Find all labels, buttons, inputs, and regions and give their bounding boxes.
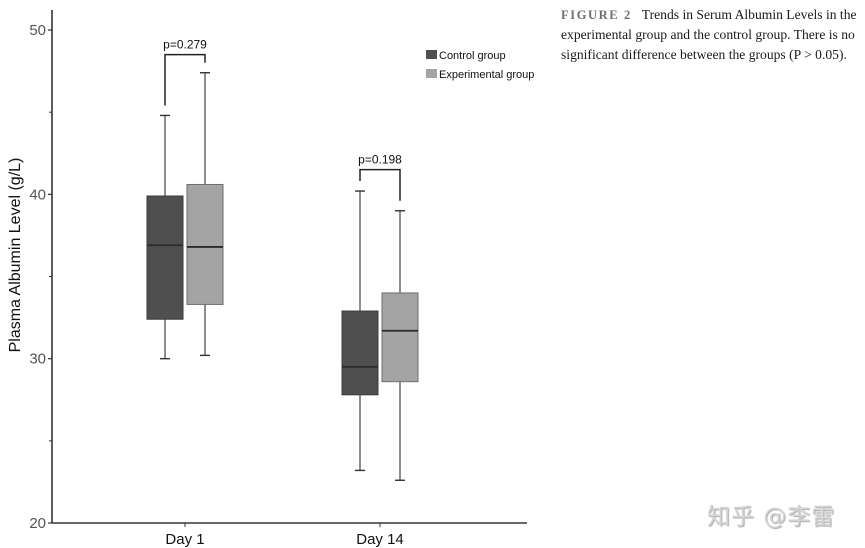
axes: 20 30 40 50 Day 1 Day 14 (29, 10, 527, 548)
significance-bracket (164, 53, 206, 106)
legend-label: Control group (439, 50, 506, 62)
legend-swatch (426, 50, 437, 59)
y-tick-label: 30 (29, 351, 46, 368)
box-control-group-day-1 (146, 114, 184, 360)
box-iqr (186, 183, 224, 305)
box-iqr (381, 292, 419, 383)
y-tick-label: 40 (29, 186, 46, 203)
figure-caption: FIGURE 2 Trends in Serum Albumin Levels i… (561, 5, 861, 65)
legend: Control group Experimental group (426, 50, 534, 81)
y-axis-label: Plasma Albumin Level (g/L) (7, 158, 24, 353)
box-iqr (146, 195, 184, 320)
figure-label: FIGURE 2 (561, 8, 632, 22)
boxes (146, 72, 419, 481)
y-tick-label: 20 (29, 515, 46, 532)
box-experimental-group-day-14 (381, 210, 419, 481)
p-value-label: p=0.198 (358, 153, 402, 167)
boxplot-chart: 20 30 40 50 Day 1 Day 14 p=0.279 p=0.198 Contr… (7, 10, 534, 548)
x-tick-label: Day 14 (356, 531, 404, 548)
legend-swatch (426, 69, 437, 78)
y-tick-label: 50 (29, 22, 46, 39)
legend-label: Experimental group (439, 69, 534, 81)
box-experimental-group-day-1 (186, 72, 224, 357)
x-tick-label: Day 1 (165, 531, 204, 548)
significance-bracket (359, 168, 401, 201)
caption-text: Trends in Serum Albumin Levels in the ex… (561, 7, 857, 62)
significance-brackets: p=0.279 p=0.198 (163, 38, 402, 201)
watermark: 知乎 @李雷 (707, 504, 836, 530)
box-control-group-day-14 (341, 190, 379, 472)
p-value-label: p=0.279 (163, 38, 207, 52)
box-iqr (341, 310, 379, 396)
